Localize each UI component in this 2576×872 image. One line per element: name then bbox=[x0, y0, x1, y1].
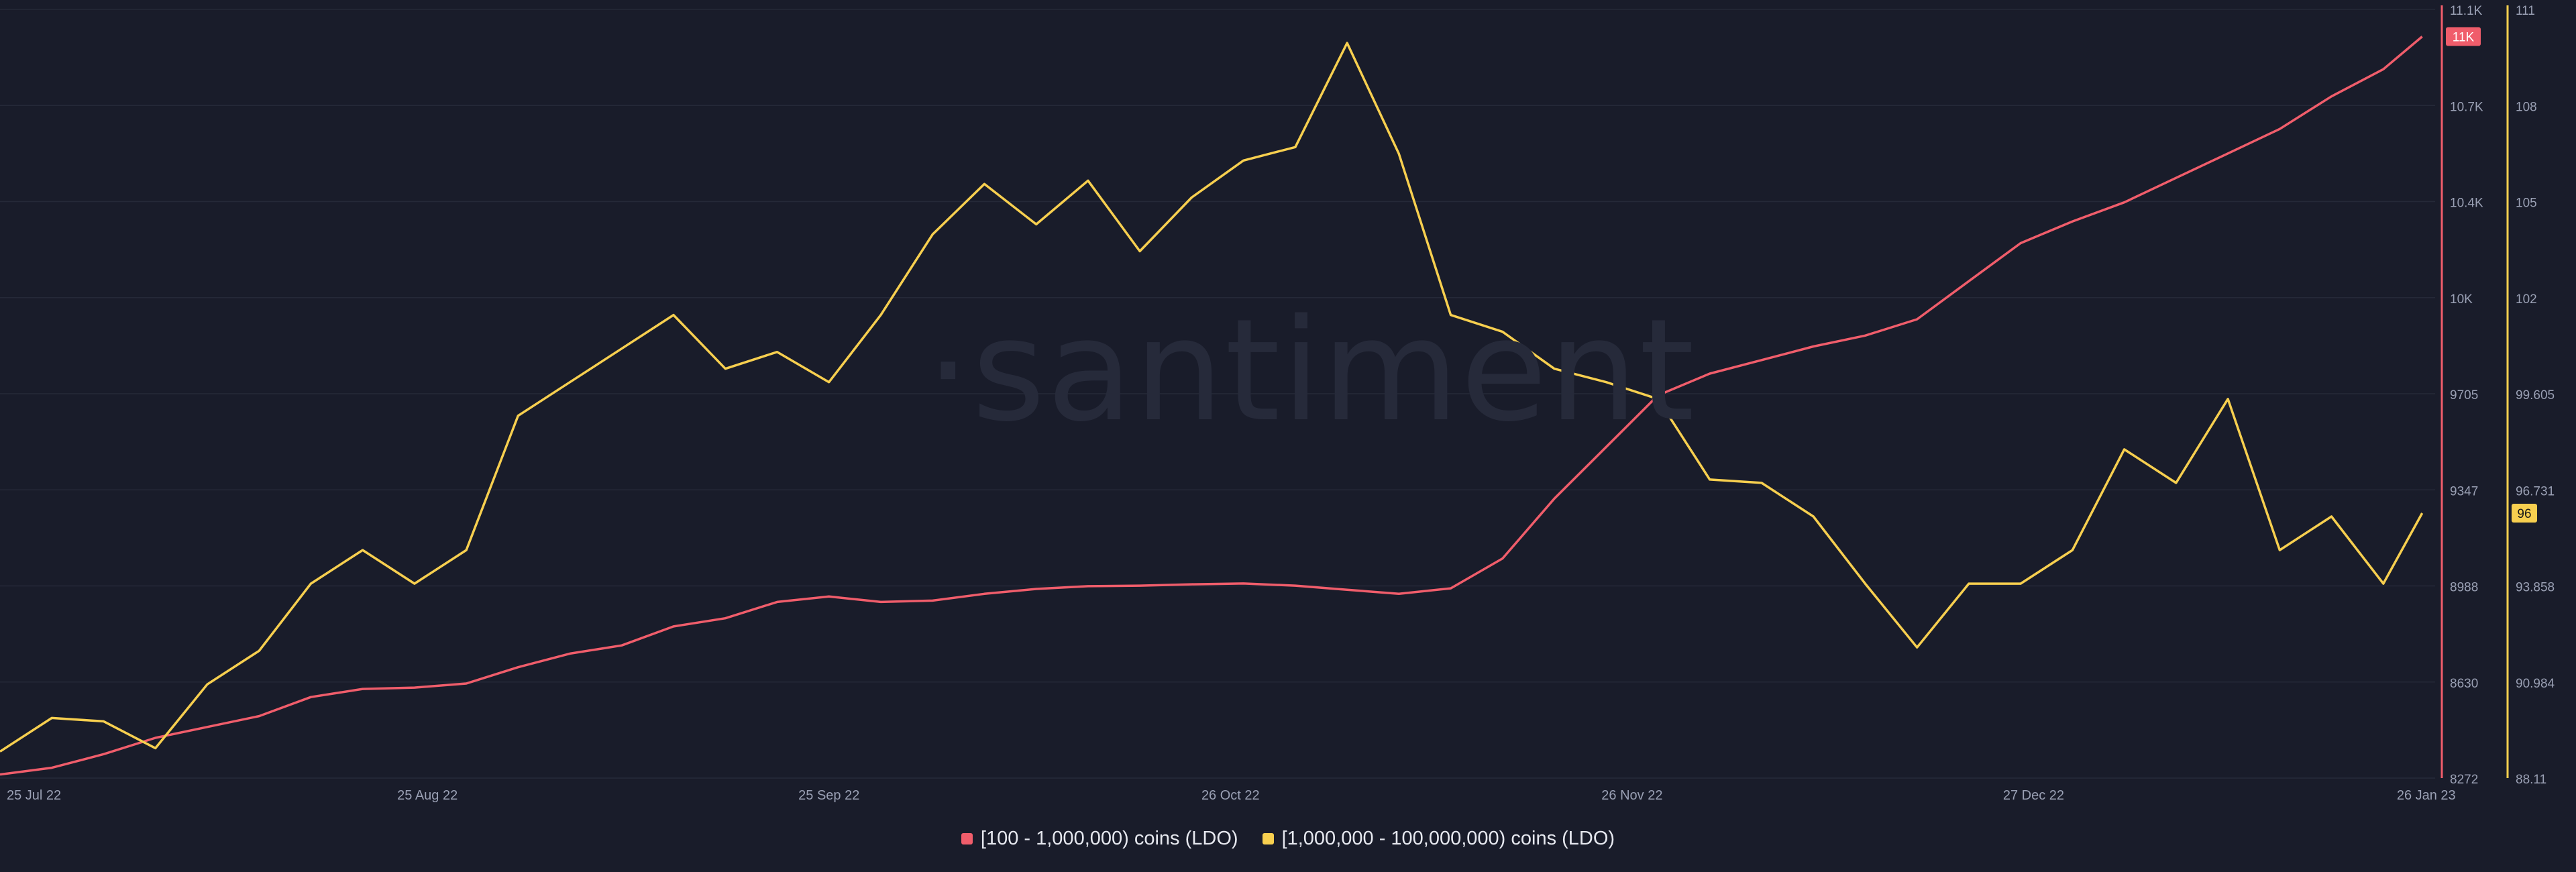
badge-red-value: 11K bbox=[2453, 31, 2475, 45]
right-y-tick-label: 105 bbox=[2516, 197, 2537, 211]
current-value-badges: 11K 96 bbox=[2446, 27, 2537, 523]
legend-swatch-red bbox=[961, 832, 973, 844]
right-y-tick-label: 93.858 bbox=[2516, 581, 2555, 595]
left-y-tick-label: 10.7K bbox=[2450, 100, 2483, 114]
x-tick-label: 25 Jul 22 bbox=[7, 788, 61, 803]
legend-item-yellow-series[interactable]: [1,000,000 - 100,000,000) coins (LDO) bbox=[1262, 827, 1615, 850]
legend-label-yellow: [1,000,000 - 100,000,000) coins (LDO) bbox=[1281, 827, 1615, 849]
x-tick-label: 26 Oct 22 bbox=[1201, 788, 1260, 803]
left-y-tick-label: 10K bbox=[2450, 292, 2473, 307]
x-axis-ticks: 25 Jul 22 25 Aug 22 25 Sep 22 26 Oct 22 26 N… bbox=[7, 788, 2456, 803]
x-tick-label: 26 Jan 23 bbox=[2397, 788, 2456, 803]
legend-label-red: [100 - 1,000,000) coins (LDO) bbox=[980, 827, 1238, 849]
left-y-tick-label: 9347 bbox=[2450, 484, 2478, 498]
left-y-tick-label: 8272 bbox=[2450, 773, 2478, 787]
right-y-tick-label: 111 bbox=[2516, 4, 2535, 18]
x-tick-label: 27 Dec 22 bbox=[2003, 788, 2064, 803]
right-y-tick-label: 99.605 bbox=[2516, 388, 2555, 402]
series-lines bbox=[0, 36, 2424, 776]
right-y-tick-label: 90.984 bbox=[2516, 677, 2555, 691]
left-y-tick-label: 11.1K bbox=[2450, 4, 2483, 18]
series-line-red bbox=[0, 36, 2423, 776]
left-y-tick-label: 10.4K bbox=[2450, 197, 2483, 211]
chart-legend: [100 - 1,000,000) coins (LDO) [1,000,000… bbox=[0, 824, 2576, 853]
right-y-tick-label: 102 bbox=[2516, 292, 2537, 307]
left-y-axis-ticks: 11.1K 10.7K 10.4K 10K 9705 9347 8988 8630 8272 bbox=[2450, 4, 2483, 787]
left-y-tick-label: 8988 bbox=[2450, 581, 2478, 595]
santiment-watermark: ·santiment bbox=[926, 288, 1696, 453]
right-y-tick-label: 88.11 bbox=[2516, 773, 2546, 787]
left-y-tick-label: 8630 bbox=[2450, 677, 2478, 691]
line-chart[interactable]: 25 Jul 22 25 Aug 22 25 Sep 22 26 Oct 22 26 N… bbox=[0, 0, 2576, 805]
right-y-tick-label: 108 bbox=[2516, 100, 2537, 114]
x-tick-label: 25 Sep 22 bbox=[798, 788, 859, 803]
badge-red bbox=[2446, 27, 2481, 46]
x-tick-label: 26 Nov 22 bbox=[1601, 788, 1662, 803]
badge-yellow-value: 96 bbox=[2517, 507, 2531, 521]
left-y-tick-label: 9705 bbox=[2450, 388, 2478, 402]
legend-swatch-yellow bbox=[1262, 832, 1274, 844]
right-y-axis-ticks: 111 108 105 102 99.605 96.731 93.858 90.984 88.1… bbox=[2516, 4, 2555, 787]
badge-yellow bbox=[2512, 503, 2537, 523]
legend-item-red-series[interactable]: [100 - 1,000,000) coins (LDO) bbox=[961, 828, 1238, 850]
axis-lines bbox=[0, 5, 2509, 779]
right-y-tick-label: 96.731 bbox=[2516, 484, 2555, 498]
series-line-yellow bbox=[0, 42, 2424, 753]
x-tick-label: 25 Aug 22 bbox=[397, 788, 458, 803]
